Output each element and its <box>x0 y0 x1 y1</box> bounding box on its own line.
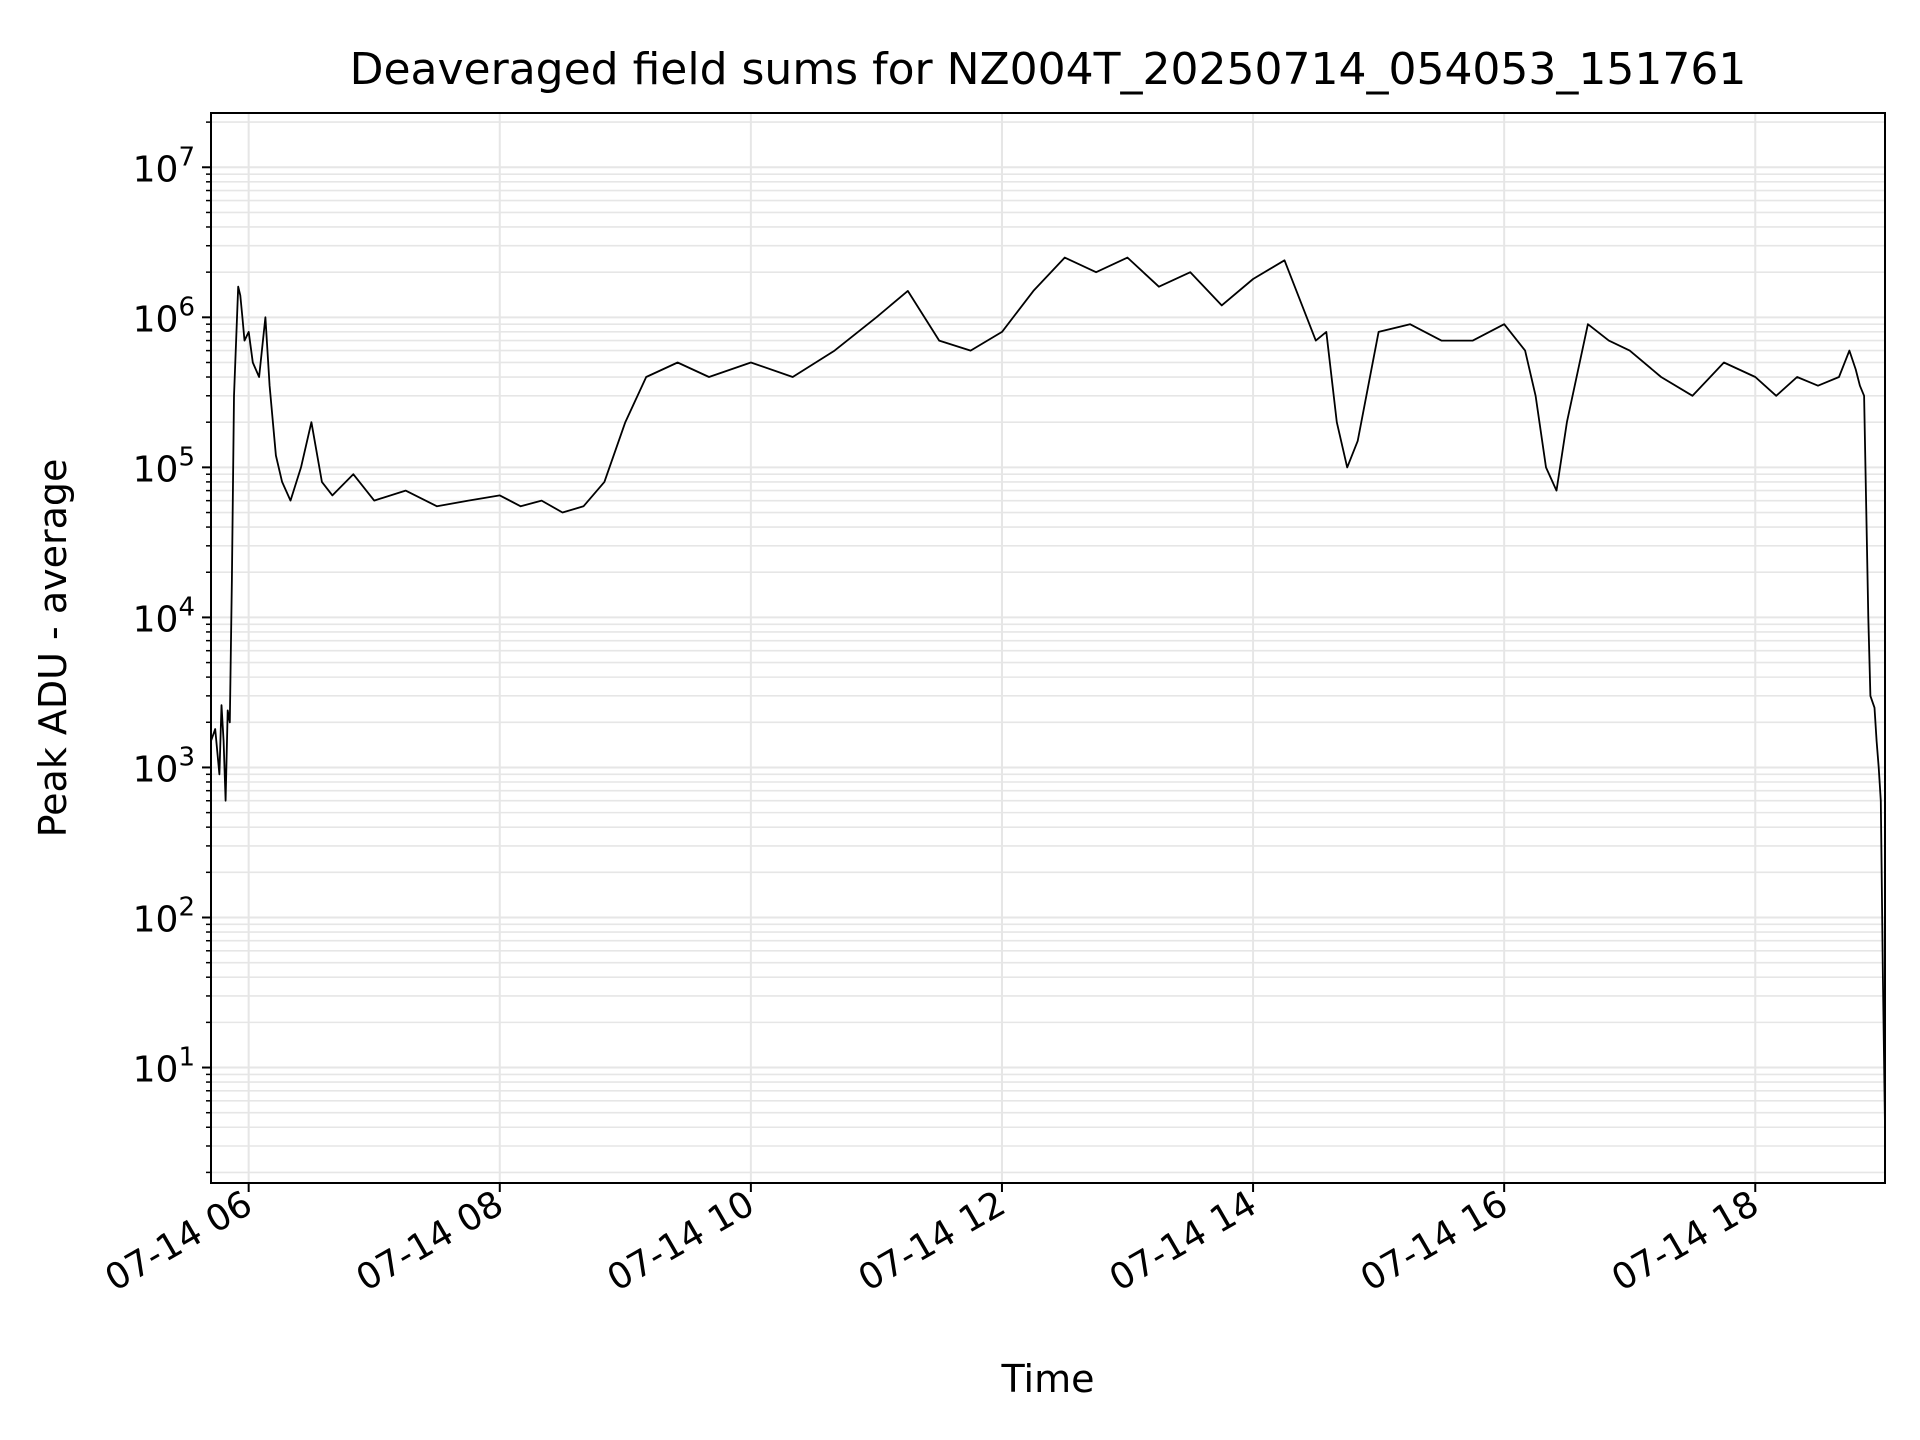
y-tick-label: 102 <box>133 892 195 940</box>
y-tick-label: 105 <box>133 442 195 490</box>
series-line-0 <box>210 256 1886 1128</box>
y-tick-label: 107 <box>133 142 195 190</box>
x-axis-label: Time <box>1001 1357 1095 1401</box>
gridlines <box>211 113 1885 1183</box>
series-layer <box>210 256 1886 1128</box>
plot-frame <box>210 112 1886 1184</box>
y-tick-label: 103 <box>133 742 195 790</box>
y-tick-label: 104 <box>133 592 195 640</box>
y-tick-label: 101 <box>133 1043 195 1091</box>
chart-title: Deaveraged field sums for NZ004T_2025071… <box>350 44 1747 95</box>
y-axis-label: Peak ADU - average <box>31 459 75 838</box>
y-tick-label: 106 <box>133 292 195 340</box>
